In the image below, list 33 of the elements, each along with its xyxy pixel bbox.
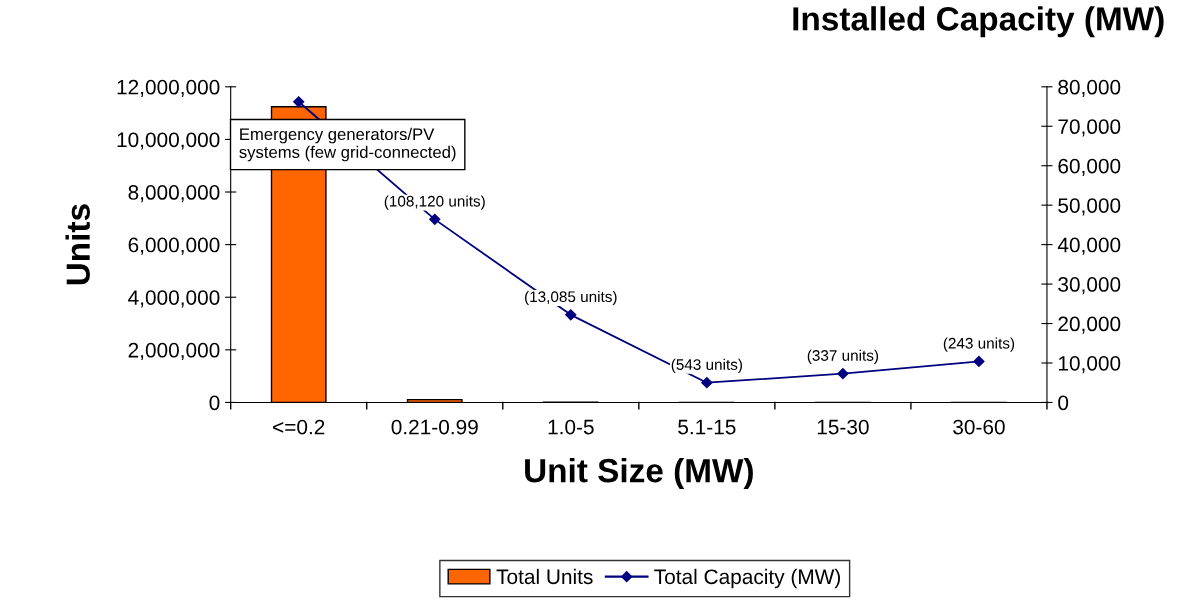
- x-tick-label: 1.0-5: [548, 419, 594, 435]
- annotation: (337 units): [807, 349, 879, 364]
- y2-tick-label: 70,000: [1058, 119, 1121, 137]
- y2-tick-label: 30,000: [1058, 277, 1121, 295]
- y2-tick-label: 0: [1058, 395, 1069, 411]
- x-tick-label: <=0.2: [273, 419, 325, 435]
- y-tick-label: 10,000,000: [117, 132, 220, 150]
- y2-tick-label: 10,000: [1058, 355, 1121, 374]
- x-tick-label: 0.21-0.99: [391, 419, 478, 435]
- y2-tick-label: 80,000: [1058, 79, 1121, 98]
- y2-tick-label: 60,000: [1058, 158, 1121, 176]
- y-tick-label: 8,000,000: [128, 185, 220, 203]
- y-tick-label: 12,000,000: [117, 79, 220, 98]
- legend-label: Total Units: [496, 568, 593, 585]
- annotation: (243 units): [943, 337, 1015, 352]
- y-tick-label: 0: [209, 395, 220, 411]
- annotation: Emergency generators/PV systems (few grid-connected): [239, 127, 456, 162]
- y2-axis-title: Installed Capacity (MW): [793, 6, 1164, 38]
- y2-tick-label: 40,000: [1057, 237, 1121, 255]
- y-tick-label: 6,000,000: [128, 237, 220, 255]
- x-tick-label: 15-30: [817, 419, 869, 435]
- y-axis-title: Units: [65, 204, 90, 285]
- x-axis-title: Unit Size (MW): [525, 457, 753, 490]
- y-tick-label: 2,000,000: [128, 342, 220, 361]
- legend-label: Total Capacity (MW): [654, 568, 840, 589]
- x-tick-label: 30-60: [953, 419, 1005, 435]
- annotation: (108,120 units): [384, 195, 485, 210]
- y2-tick-label: 20,000: [1058, 316, 1121, 334]
- annotation: (543 units): [671, 358, 742, 373]
- annotation: (13,085 units): [525, 290, 617, 306]
- x-tick-label: 5.1-15: [678, 419, 736, 435]
- y-tick-label: 4,000,000: [128, 290, 220, 308]
- y2-tick-label: 50,000: [1058, 198, 1121, 216]
